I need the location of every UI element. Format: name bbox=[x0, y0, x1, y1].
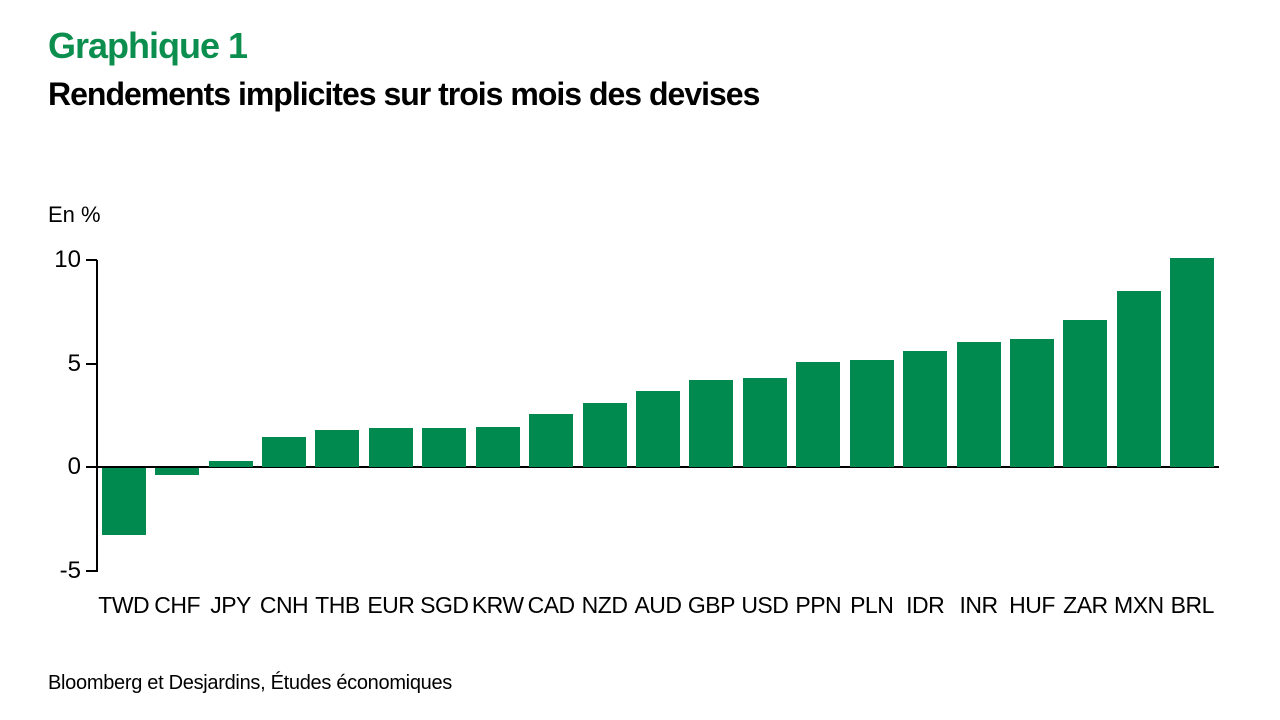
y-tick-label: 10 bbox=[54, 246, 81, 273]
bar-jpy bbox=[208, 461, 253, 468]
bar-mxn bbox=[1116, 291, 1161, 468]
source-note: Bloomberg et Desjardins, Études économiq… bbox=[48, 672, 452, 694]
bar-inr bbox=[956, 341, 1001, 468]
x-tick-label-huf: HUF bbox=[1009, 592, 1055, 618]
y-axis bbox=[96, 260, 98, 572]
y-tick-label: 5 bbox=[67, 349, 81, 377]
x-tick-label-chf: CHF bbox=[154, 592, 201, 618]
x-tick-label-jpy: JPY bbox=[210, 592, 251, 618]
zero-baseline bbox=[97, 466, 1219, 469]
x-tick-label-eur: EUR bbox=[367, 592, 415, 618]
chart-title: Graphique 1 bbox=[48, 25, 248, 66]
bar-sgd bbox=[422, 427, 467, 468]
x-tick-label-aud: AUD bbox=[634, 592, 682, 618]
bar-cnh bbox=[262, 437, 306, 468]
bar-huf bbox=[1010, 338, 1054, 468]
bar-usd bbox=[742, 378, 787, 468]
y-tick-mark bbox=[86, 570, 97, 572]
y-tick-label: -5 bbox=[59, 557, 81, 584]
bar-cad bbox=[529, 414, 574, 468]
x-tick-label-mxn: MXN bbox=[1114, 592, 1164, 618]
x-tick-label-thb: THB bbox=[315, 592, 360, 618]
x-tick-label-zar: ZAR bbox=[1063, 592, 1108, 618]
bar-idr bbox=[903, 351, 948, 468]
x-tick-label-pln: PLN bbox=[850, 592, 894, 618]
y-tick-mark bbox=[86, 466, 97, 469]
x-tick-label-cnh: CNH bbox=[259, 592, 309, 618]
plot-area: 10 5 0 -5 TWD CHF JPY CNH THB EUR SGD KRW CAD NZD AUD G… bbox=[54, 247, 1219, 617]
x-tick-label-gbp: GBP bbox=[687, 592, 736, 618]
x-tick-label-cad: CAD bbox=[527, 592, 576, 618]
bar-aud bbox=[636, 390, 680, 468]
x-tick-label-krw: KRW bbox=[471, 592, 524, 618]
y-axis-unit-label: En % bbox=[48, 202, 101, 227]
bar-zar bbox=[1063, 320, 1108, 468]
bar-thb bbox=[315, 430, 360, 468]
x-tick-label-sgd: SGD bbox=[420, 592, 469, 618]
y-tick-mark bbox=[86, 362, 97, 365]
y-tick-label: 0 bbox=[67, 453, 81, 481]
bar-chf bbox=[155, 468, 200, 475]
chart-subtitle: Rendements implicites sur trois mois des… bbox=[48, 76, 760, 112]
bar-krw bbox=[475, 426, 520, 468]
x-tick-label-brl: BRL bbox=[1170, 592, 1215, 618]
x-tick-label-idr: IDR bbox=[906, 592, 945, 618]
bar-nzd bbox=[582, 403, 627, 468]
y-tick-mark bbox=[86, 259, 97, 261]
bar-pln bbox=[849, 359, 894, 468]
x-tick-label-twd: TWD bbox=[98, 592, 150, 618]
bar-twd bbox=[101, 468, 146, 535]
bar-ppn bbox=[796, 361, 841, 468]
bar-gbp bbox=[689, 380, 734, 468]
bar-eur bbox=[368, 427, 413, 468]
x-tick-label-usd: USD bbox=[741, 592, 789, 618]
x-tick-label-nzd: NZD bbox=[581, 592, 628, 618]
x-tick-label-inr: INR bbox=[959, 592, 999, 618]
x-tick-label-ppn: PPN bbox=[795, 592, 842, 618]
bar-brl bbox=[1170, 257, 1215, 468]
